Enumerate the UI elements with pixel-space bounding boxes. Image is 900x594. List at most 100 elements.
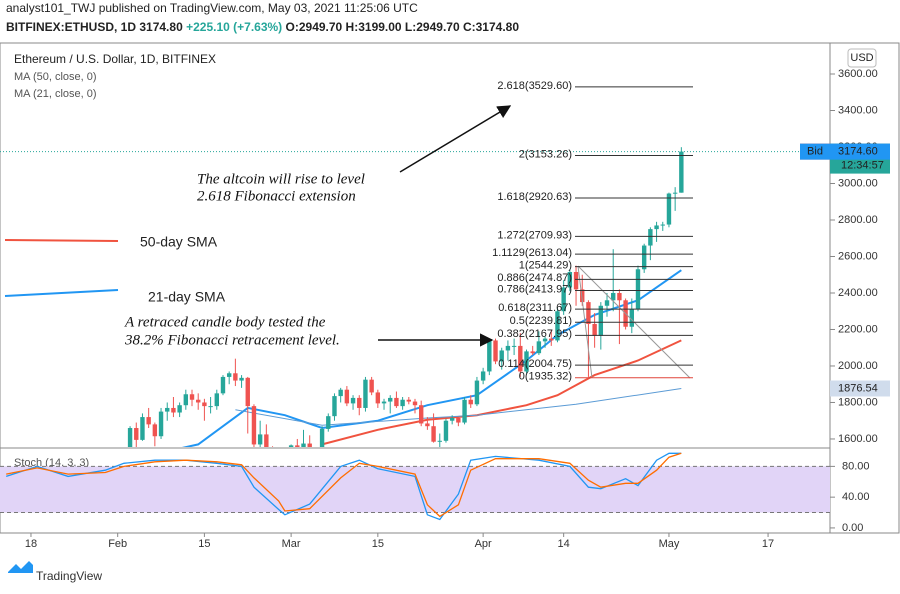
x-tick-label: 17 [762,538,774,550]
candle-body [511,345,517,347]
x-tick-label: Mar [282,538,301,550]
y-tick-label: 3600.00 [838,68,878,80]
candle-body [573,272,579,290]
legend-ma21: MA (21, close, 0) [14,88,97,100]
fib-label: 1.272(2709.93) [497,229,572,241]
fib-label: 0.114(2004.75) [498,358,572,370]
candle-body [381,401,387,404]
annotation: 2.618 Fibonacci extension [197,188,356,204]
candle-body [251,406,257,445]
candle-body [134,428,139,440]
y-tick-label: 2600.00 [838,250,878,262]
candle-body [474,380,480,405]
candle-body [314,450,318,452]
countdown: 12:34:57 [841,160,884,172]
frame [0,42,900,534]
main-pane [0,147,830,452]
x-tick-label: May [659,538,680,550]
y-tick-label: 2800.00 [838,214,878,226]
fib-label: 0(1935.32) [519,371,572,383]
symbol-line: BITFINEX:ETHUSD, 1D 3174.80 +225.10 (+7.… [6,20,519,34]
price-tag-value: 1876.54 [838,382,878,394]
candle-body [158,411,164,437]
y-tick-label: 0.00 [842,522,863,534]
symbol: BITFINEX:ETHUSD, 1D [6,20,136,34]
candle-body [604,300,610,306]
annotation: A retraced candle body tested the [124,314,326,330]
candle-body [536,341,542,354]
candle-body [487,340,492,372]
currency-box [847,48,877,68]
stoch-pane [0,452,830,521]
x-tick-label: 14 [558,538,570,550]
chart-title: Ethereum / U.S. Dollar, 1D, BITFINEX [14,52,216,66]
fib-label: 2(3153.26) [519,148,572,160]
price-tag-label: Bid [807,146,823,158]
candle-body [629,309,634,327]
candle-body [288,445,294,447]
stoch-line [6,452,682,518]
candle-body [220,376,226,394]
change: +225.10 (+7.63%) [186,20,282,34]
fib-label: 1.618(2920.63) [497,191,572,203]
candle-body [208,406,213,408]
candle-body [542,338,548,342]
sma-label-line [4,289,119,297]
candle-body [202,402,207,407]
candle-body [598,305,604,336]
y-tick-label: 2400.00 [838,287,878,299]
price-tag-label-box [800,143,830,160]
currency: USD [850,52,873,64]
candle-body [344,389,350,404]
last-price: 3174.80 [139,20,183,34]
y-tick-label: 40.00 [842,491,870,503]
candle-body [357,397,362,408]
candle-body [679,151,684,193]
candle-body [363,379,368,408]
sma-label: 21-day SMA [148,289,226,305]
candle-body [468,399,473,405]
candle-body [146,417,151,425]
candle-body [338,389,343,397]
price-tag [830,143,890,160]
candle-body [567,272,573,288]
candle-body [431,426,436,442]
candle-body [388,397,393,402]
fib-label: 0.886(2474.87) [497,272,572,284]
candle-body [196,399,201,403]
candle-body [493,340,498,362]
candle-body [660,224,665,226]
stoch-band [0,466,830,513]
candle-body [561,287,566,312]
candle-body [654,225,659,230]
candle-body [499,350,504,362]
sma-label-line [4,239,119,242]
candle-body [264,434,269,447]
annotation: 38.2% Fibonacci retracement level. [124,332,340,348]
candle-body [239,377,244,381]
fib-label: 0.5(2239.81) [510,315,572,327]
annotation: The altcoin will rise to level [197,171,365,187]
candle-body [418,405,424,424]
candle-body [127,428,133,447]
candle-body [480,371,486,381]
candle-body [165,407,170,412]
candle-body [641,245,647,270]
candle-body [189,394,195,400]
candle-body [233,373,238,381]
candle-body [375,392,381,404]
candle-body [592,324,597,336]
candle-body [140,417,145,440]
price-tag [830,380,890,397]
candle-body [319,428,325,447]
candle-body [518,345,523,372]
sma-label: 50-day SMA [140,234,218,250]
price-tag-value: 3174.60 [838,146,878,158]
x-tick-label: 15 [372,538,384,550]
candle-body [505,345,511,351]
candle-body [400,399,405,407]
candle-body [549,338,554,341]
stoch-line [6,452,682,521]
candle-body [635,269,641,310]
